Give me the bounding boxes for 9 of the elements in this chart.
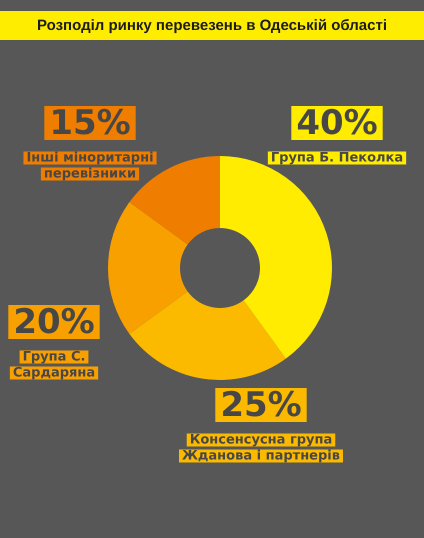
data-label: 40% xyxy=(296,103,378,143)
data-label: 25% xyxy=(220,385,302,425)
chart-title: Розподіл ринку перевезень в Одеській області xyxy=(36,17,388,34)
data-label: 15% xyxy=(49,103,131,143)
slice-label: Інші міноритарні перевізники xyxy=(26,150,154,182)
slice-label: Консенсусна група Жданова і партнерів xyxy=(182,432,340,464)
slice-label: Група Б. Пеколка xyxy=(270,150,404,166)
data-label: 20% xyxy=(13,302,95,342)
slice-label: Група С. Сардаряна xyxy=(12,350,96,380)
